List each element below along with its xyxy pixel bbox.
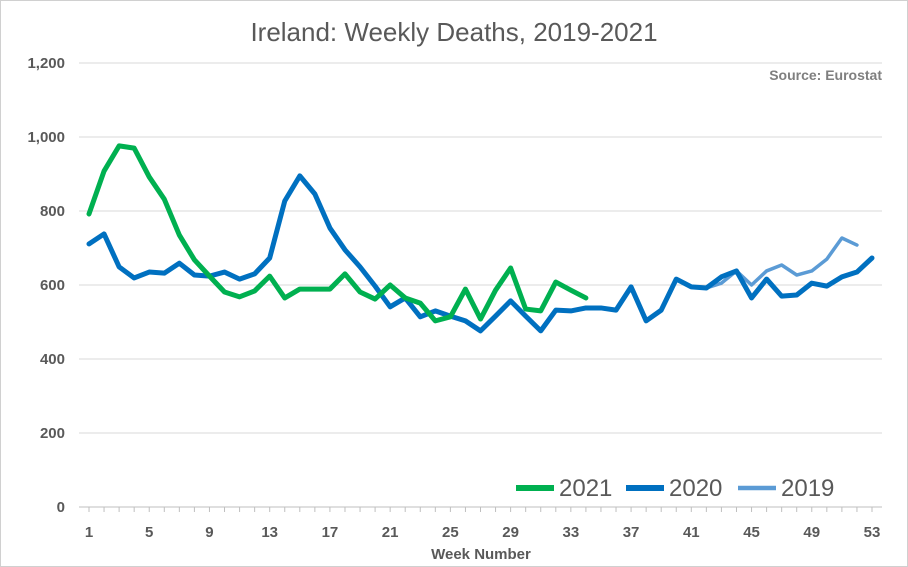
chart-title: Ireland: Weekly Deaths, 2019-2021 <box>250 17 657 47</box>
x-tick-label: 45 <box>743 524 760 541</box>
legend-label-2019: 2019 <box>781 475 834 502</box>
y-tick-label: 600 <box>40 277 65 294</box>
x-tick-label: 41 <box>683 524 700 541</box>
y-tick-label: 800 <box>40 203 65 220</box>
legend-label-2021: 2021 <box>559 475 612 502</box>
x-tick-label: 25 <box>442 524 459 541</box>
y-tick-label: 200 <box>40 425 65 442</box>
x-tick-label: 33 <box>563 524 580 541</box>
legend-label-2020: 2020 <box>669 475 722 502</box>
x-tick-label: 49 <box>803 524 820 541</box>
series-line-2020 <box>86 173 875 334</box>
x-tick-label: 37 <box>623 524 640 541</box>
x-tick-label: 13 <box>261 524 278 541</box>
y-tick-label: 1,200 <box>27 55 65 72</box>
x-tick-label: 17 <box>322 524 339 541</box>
x-tick-label: 29 <box>502 524 519 541</box>
x-tick-label: 5 <box>145 524 153 541</box>
series-line-2021 <box>86 143 589 324</box>
x-tick-label: 1 <box>85 524 93 541</box>
y-tick-label: 1,000 <box>27 129 65 146</box>
y-tick-label: 400 <box>40 351 65 368</box>
source-note: Source: Eurostat <box>769 67 882 83</box>
series-line-2019 <box>689 236 859 290</box>
x-tick-label: 9 <box>205 524 213 541</box>
x-tick-label: 53 <box>864 524 881 541</box>
x-axis-label: Week Number <box>431 546 531 563</box>
y-tick-label: 0 <box>57 499 65 516</box>
x-tick-label: 21 <box>382 524 399 541</box>
